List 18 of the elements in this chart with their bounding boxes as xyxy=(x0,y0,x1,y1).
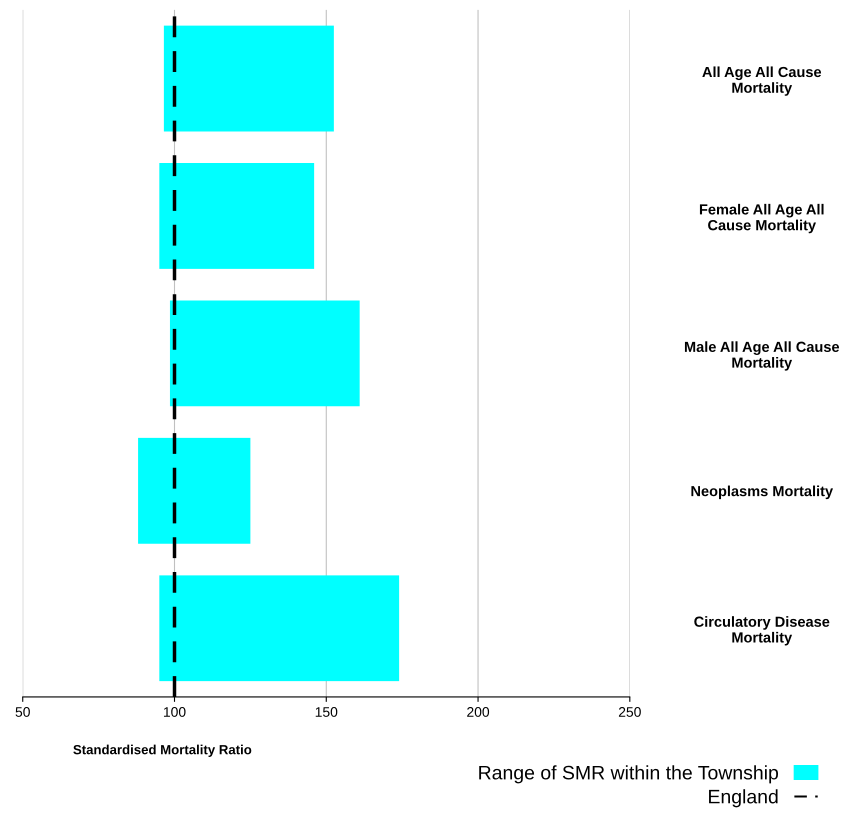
bar xyxy=(159,575,400,682)
y-tick-label: All Age All Cause Mortality xyxy=(702,66,822,96)
x-tick-label: 50 xyxy=(16,707,30,717)
bar xyxy=(159,163,314,269)
x-tick-label: 250 xyxy=(618,707,641,717)
bar xyxy=(138,438,250,544)
x-tick-label: 100 xyxy=(164,707,186,717)
y-tick-label: Neoplasms Mortality xyxy=(691,486,833,500)
y-tick-label: Male All Age All Cause Mortality xyxy=(684,341,840,371)
bar xyxy=(164,26,334,132)
y-tick-label: Circulatory Disease Mortality xyxy=(694,616,830,646)
legend-label: England xyxy=(709,789,778,808)
x-tick-label: 200 xyxy=(467,707,490,717)
y-tick-label: Female All Age All Cause Mortality xyxy=(700,204,824,234)
x-axis-title: Standardised Mortality Ratio xyxy=(73,744,252,757)
legend-label: Range of SMR within the Township xyxy=(479,765,778,784)
bar xyxy=(170,300,360,406)
x-tick-label: 150 xyxy=(316,707,338,717)
